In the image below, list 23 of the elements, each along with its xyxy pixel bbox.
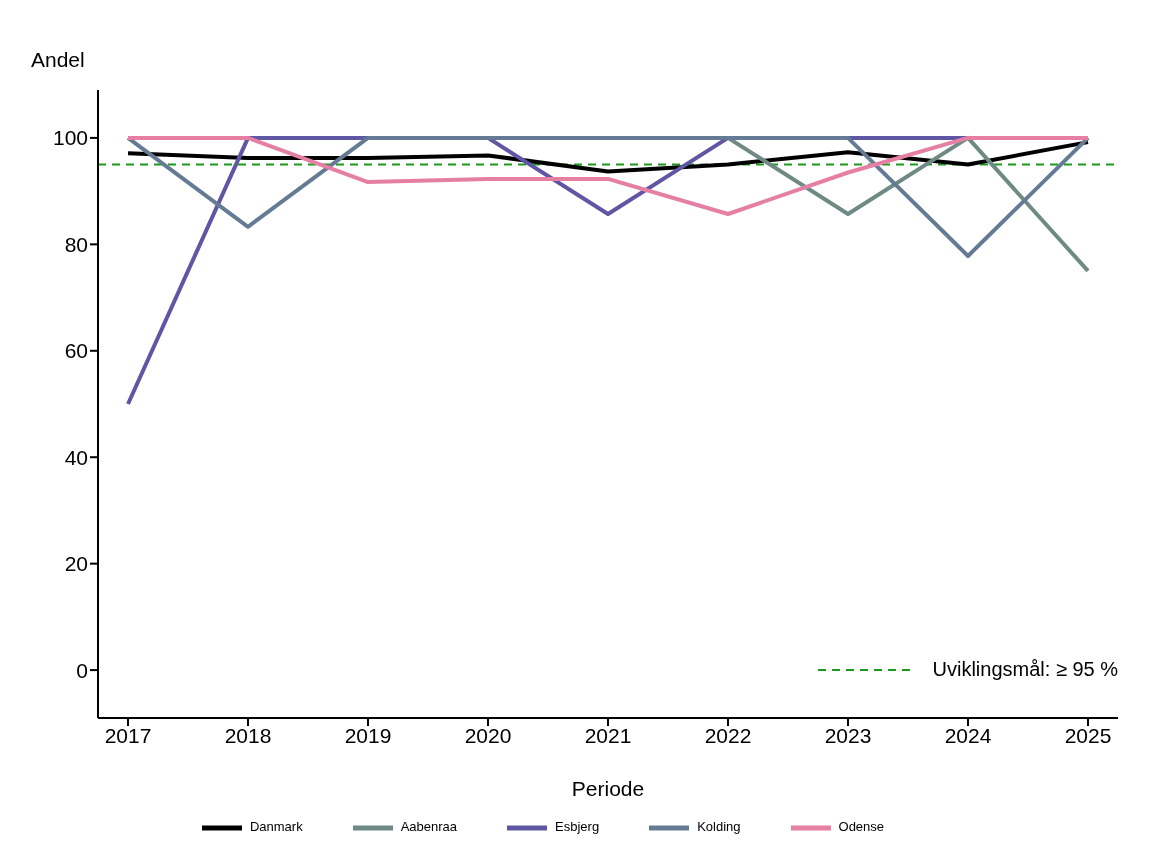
x-tick-label: 2018 bbox=[224, 723, 272, 747]
y-tick-label: 0 bbox=[76, 658, 88, 682]
y-tick-label: 80 bbox=[64, 232, 88, 256]
legend-label: Kolding bbox=[697, 819, 741, 835]
legend-label: Esbjerg bbox=[555, 819, 600, 835]
x-tick-label: 2022 bbox=[704, 723, 752, 747]
y-axis-title: Andel bbox=[31, 48, 85, 72]
legend-label: Odense bbox=[838, 819, 885, 835]
legend-label: Aabenraa bbox=[400, 819, 458, 835]
x-axis-title: Periode bbox=[571, 777, 645, 800]
y-tick-label: 40 bbox=[64, 445, 88, 469]
y-tick-label: 100 bbox=[52, 126, 88, 150]
x-tick-label: 2023 bbox=[824, 723, 872, 747]
y-tick-label: 60 bbox=[64, 339, 88, 363]
legend-label: Danmark bbox=[249, 819, 303, 835]
x-tick-label: 2020 bbox=[464, 723, 512, 747]
x-tick-label: 2025 bbox=[1064, 723, 1112, 747]
y-tick-label: 20 bbox=[64, 552, 88, 576]
x-tick-label: 2019 bbox=[344, 723, 392, 747]
x-tick-label: 2021 bbox=[584, 723, 632, 747]
x-tick-label: 2024 bbox=[944, 723, 992, 747]
x-tick-label: 2017 bbox=[104, 723, 152, 747]
legend-label: Uviklingsmål: ≥ 95 % bbox=[932, 658, 1118, 681]
